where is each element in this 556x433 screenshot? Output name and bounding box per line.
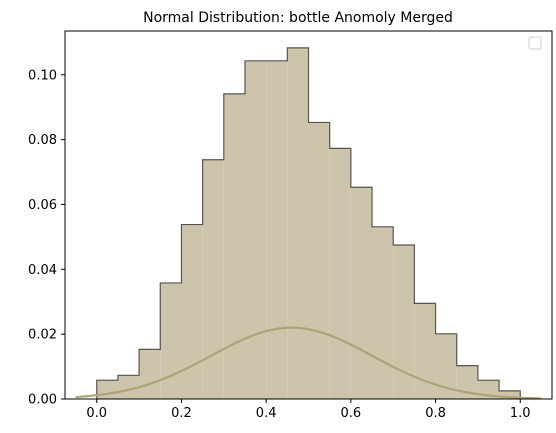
normal-curve [75, 326, 542, 400]
y-tick-label: 0.02 [28, 328, 57, 343]
legend-box[interactable] [528, 36, 542, 50]
hist-bar [499, 390, 521, 399]
y-tick-label: 0.04 [28, 263, 57, 278]
hist-bar [393, 244, 415, 399]
y-tick-label: 0.08 [28, 133, 57, 148]
hist-bar [117, 375, 140, 399]
hist-bar [202, 159, 224, 399]
chart-title: Normal Distribution: bottle Anomoly Merg… [143, 10, 453, 26]
x-tick-label: 0.8 [425, 406, 446, 421]
x-axis: 0.0 0.2 0.4 0.6 0.8 1.0 [86, 399, 531, 421]
hist-bar [223, 93, 245, 399]
x-tick-label: 0.4 [256, 406, 277, 421]
hist-bar [414, 303, 436, 399]
hist-bar [181, 224, 203, 399]
hist-bar [287, 47, 309, 399]
x-tick-label: 0.0 [86, 406, 107, 421]
hist-bar [329, 148, 351, 399]
hist-bar [308, 122, 330, 399]
plot-area-frame [64, 30, 553, 400]
x-tick-label: 1.0 [510, 406, 531, 421]
curve-layer [75, 326, 542, 400]
y-tick-label: 0.06 [28, 198, 57, 213]
x-tick-label: 0.2 [171, 406, 192, 421]
hist-bar [160, 282, 182, 399]
histogram-layer [96, 47, 521, 400]
hist-bar [139, 349, 161, 399]
hist-bar [244, 60, 267, 400]
hist-bar [266, 60, 288, 400]
hist-bar [372, 226, 394, 399]
hist-outline [96, 47, 521, 399]
hist-bar [96, 380, 118, 399]
hist-bar [350, 187, 373, 399]
y-tick-label: 0.10 [28, 68, 57, 83]
y-axis: 0.00 0.02 0.04 0.06 0.08 0.10 [28, 68, 65, 408]
x-tick-label: 0.6 [341, 406, 362, 421]
y-tick-label: 0.00 [28, 393, 57, 408]
hist-bar [435, 333, 457, 399]
